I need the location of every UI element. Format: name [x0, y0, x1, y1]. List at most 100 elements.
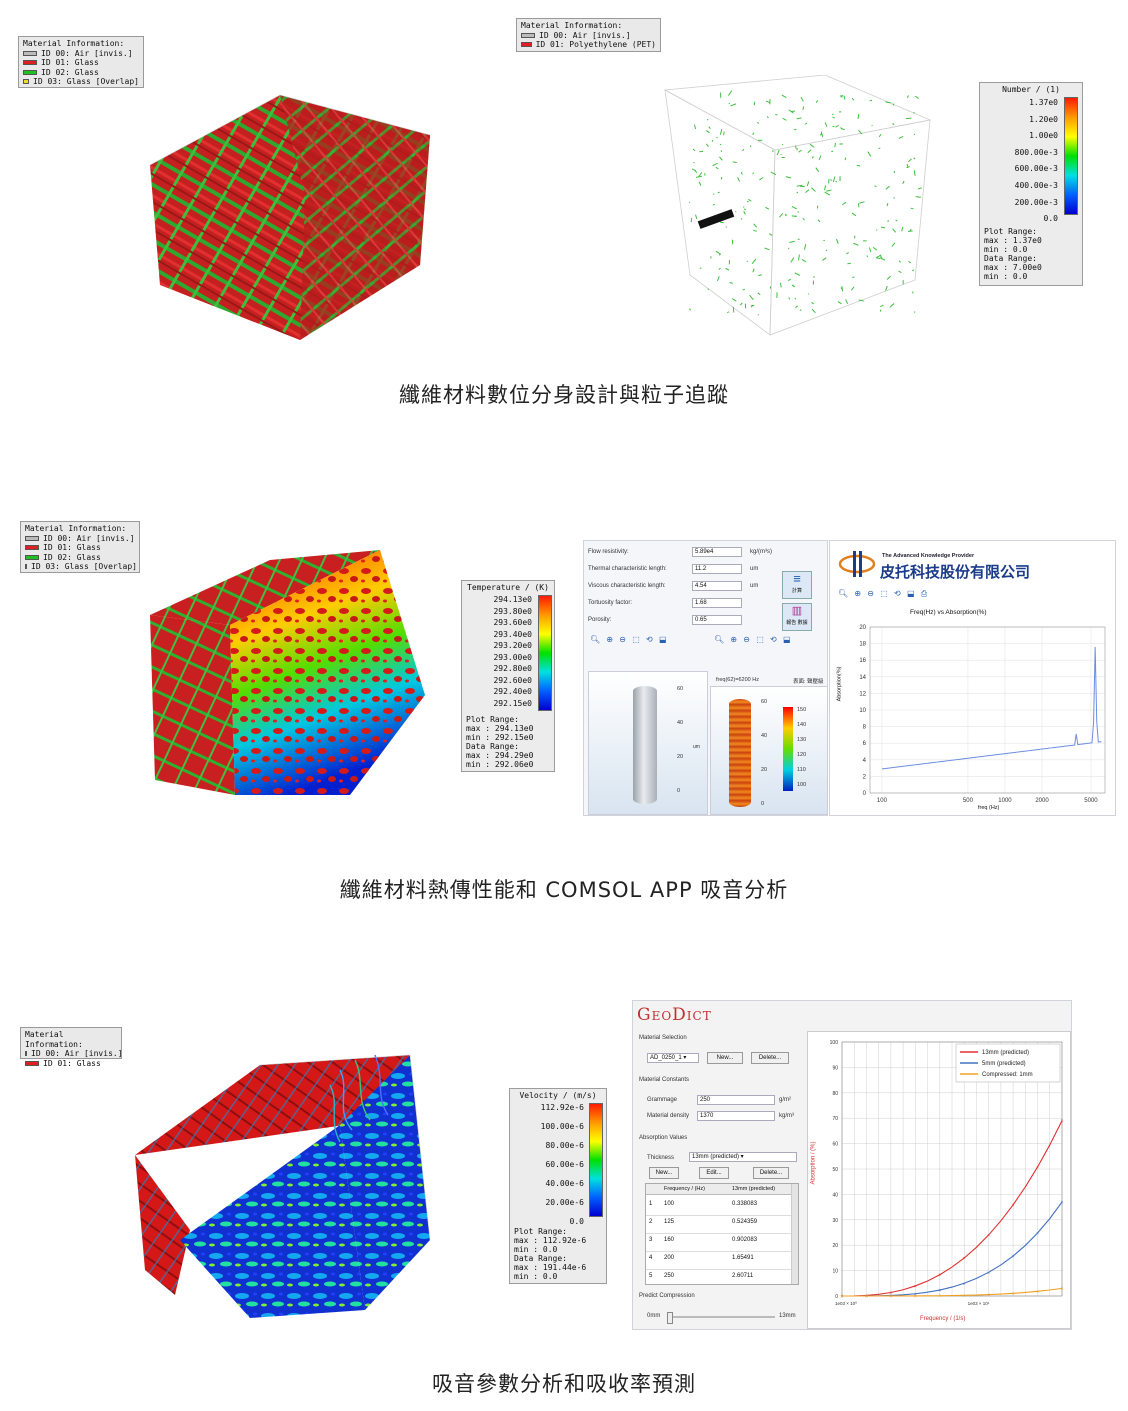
new-material-button[interactable]: New... — [707, 1052, 743, 1064]
temperature-colorbar: Temperature / (K) 294.13e0 293.80e0 293.60… — [461, 580, 555, 772]
predict-compression-heading: Predict Compression — [639, 1293, 695, 1299]
report-button[interactable]: ▥ 報告 數據 — [782, 603, 812, 631]
colorbar-tick: 1.00e0 — [1029, 131, 1058, 141]
absorption-values-heading: Absorption Values — [639, 1135, 688, 1141]
param-input[interactable]: 5.89e4 — [692, 547, 742, 557]
particle — [748, 198, 752, 202]
legend-swatch — [521, 42, 532, 48]
particle — [832, 116, 835, 119]
table-row[interactable]: 3 160 0.902083 — [646, 1231, 798, 1252]
colorbar-info-line: max : 1.37e0 — [984, 236, 1042, 245]
particle — [693, 161, 695, 164]
colorbar-info-line: max : 112.92e-6 — [514, 1236, 587, 1245]
report-label: 報告 數據 — [786, 620, 808, 626]
particle — [785, 176, 792, 179]
param-input[interactable]: 4.54 — [692, 581, 742, 591]
colorbar-tick: 0.0 — [1043, 214, 1058, 224]
density-input[interactable]: 1370 — [697, 1111, 775, 1121]
particle — [695, 214, 698, 220]
mini-unit: um — [693, 744, 700, 750]
colorbar-tick: 292.80e0 — [493, 664, 532, 673]
particle — [752, 268, 755, 273]
particle — [913, 157, 916, 160]
particle — [846, 252, 849, 255]
particle — [716, 136, 718, 139]
chart-toolbar[interactable]: 🔍︎ ⊕ ⊖ ⬚ ⟲ ⬓ ⎙ — [838, 589, 930, 598]
compute-button[interactable]: ≡ 計算 — [782, 571, 812, 599]
material-select-value: AD_0250_1 — [650, 1055, 682, 1061]
series-line — [841, 1287, 1063, 1297]
material-legend-2: Material Information: ID 00: Air [invis.… — [516, 18, 661, 52]
param-input[interactable]: 11.2 — [692, 564, 742, 574]
particle — [885, 285, 888, 291]
thickness-select-value: 13mm (predicted) — [692, 1154, 740, 1160]
particle — [712, 162, 718, 167]
particle — [731, 239, 734, 245]
particle — [765, 206, 770, 210]
particle — [840, 127, 842, 130]
mini-axis-tick: 110 — [797, 767, 806, 773]
edit-thickness-button[interactable]: Edit... — [699, 1167, 729, 1179]
legend-swatch — [25, 554, 39, 560]
toolbar-left[interactable]: 🔍︎ ⊕ ⊖ ⬚ ⟲ ⬓ — [590, 635, 669, 644]
toolbar-right[interactable]: 🔍︎ ⊕ ⊖ ⬚ ⟲ ⬓ — [714, 635, 793, 644]
colorbar-gradient — [538, 595, 552, 711]
table-cell: 2 — [649, 1219, 653, 1225]
delete-material-button[interactable]: Delete... — [751, 1052, 789, 1064]
particle — [791, 215, 797, 217]
colorbar-gradient — [589, 1103, 603, 1217]
table-cell: 3 — [649, 1237, 653, 1243]
series-point: × — [987, 1293, 990, 1299]
particle — [742, 148, 745, 152]
grammage-input[interactable]: 250 — [697, 1095, 775, 1105]
particle — [914, 95, 919, 99]
table-scrollbar[interactable] — [791, 1184, 798, 1284]
slider-max: 13mm — [779, 1313, 796, 1319]
table-row[interactable]: 1 100 0.338083 — [646, 1195, 798, 1216]
absorption-table: Frequency / (Hz) 13mm (predicted) 1 100 0.… — [645, 1183, 799, 1285]
y-tick-label: 18 — [859, 642, 866, 648]
fiber-cube-3d — [149, 94, 431, 340]
colorbar-info: Plot Range: max : 112.92e-6 min : 0.0 Data … — [514, 1227, 586, 1281]
compression-slider[interactable] — [667, 1312, 775, 1324]
particle — [708, 126, 711, 130]
table-cell: 0.524359 — [732, 1219, 758, 1225]
particle — [847, 262, 851, 265]
table-row[interactable]: 5 250 2.60711 — [646, 1267, 798, 1284]
company-name: 皮托科技股份有限公司 — [880, 563, 1031, 581]
param-unit: um — [750, 583, 759, 589]
y-tick-label: 2 — [863, 774, 867, 780]
colorbar-title: Number / (1) — [1002, 85, 1060, 94]
particle — [752, 172, 754, 175]
chart-xlabel: Frequency / (1/s) — [920, 1316, 966, 1322]
particle — [731, 298, 737, 302]
particle — [917, 187, 922, 190]
mini-axis-tick: 0 — [677, 788, 681, 794]
legend-swatch — [23, 50, 37, 56]
colorbar-tick: 112.92e-6 — [540, 1103, 584, 1112]
particle — [891, 242, 896, 247]
param-input[interactable]: 0.65 — [692, 615, 742, 625]
mini-axis-tick: 130 — [797, 737, 807, 743]
table-row[interactable]: 4 200 1.65491 — [646, 1249, 798, 1270]
table-row[interactable]: 2 125 0.524359 — [646, 1213, 798, 1234]
slider-handle[interactable] — [667, 1312, 673, 1324]
y-tick-label: 4 — [863, 758, 867, 764]
particle — [737, 177, 740, 182]
particle — [906, 163, 909, 168]
legend-item: ID 01: Glass — [25, 1059, 117, 1069]
param-input[interactable]: 1.68 — [692, 598, 742, 608]
particle — [824, 122, 828, 127]
legend-swatch — [23, 79, 30, 85]
comsol-app-panel: Flow resistivity: 5.89e4 kg/(m³s) Thermal c… — [583, 540, 828, 816]
delete-thickness-button[interactable]: Delete... — [753, 1167, 789, 1179]
colorbar-tick: 600.00e-3 — [1014, 164, 1058, 174]
particle — [859, 201, 865, 204]
x-tick-label: 5000 — [1084, 798, 1098, 804]
new-thickness-button[interactable]: New... — [649, 1167, 679, 1179]
material-select[interactable]: AD_0250_1 ▾ — [647, 1053, 699, 1063]
param-unit: kg/(m³s) — [750, 549, 772, 555]
particle — [719, 221, 724, 224]
thickness-select[interactable]: 13mm (predicted) ▾ — [689, 1152, 797, 1162]
particle — [868, 247, 872, 253]
